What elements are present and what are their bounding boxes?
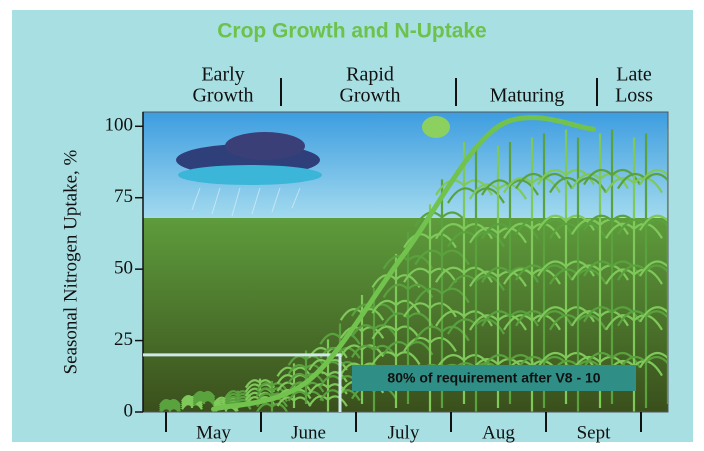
y-axis-label: Seasonal Nitrogen Uptake, % [60, 149, 81, 374]
chart: Crop Growth and N-Uptake Seasonal Nitrog… [0, 0, 704, 451]
stage-label: Early [201, 64, 244, 86]
stage-label: Rapid [346, 64, 394, 86]
annotation: 80% of requirement after V8 - 10 [387, 370, 600, 386]
x-tick-label: July [388, 422, 420, 443]
stage-label: Maturing [490, 85, 564, 107]
stage-label: Loss [615, 85, 653, 107]
y-tick-label: 50 [114, 258, 133, 279]
x-tick-label: May [196, 422, 231, 443]
y-tick-label: 0 [124, 400, 134, 421]
chart-title: Crop Growth and N-Uptake [217, 20, 487, 43]
x-tick-label: Aug [482, 422, 515, 443]
y-tick-label: 75 [114, 186, 133, 207]
leaf-icon [422, 116, 450, 138]
y-tick-label: 25 [114, 329, 133, 350]
x-tick-label: June [291, 422, 326, 443]
stage-label: Growth [192, 85, 253, 107]
stage-label: Growth [339, 85, 400, 107]
page: {"chart_data": {"type": "line", "title":… [0, 0, 704, 451]
x-tick-label: Sept [577, 422, 612, 443]
stage-label: Late [616, 64, 652, 86]
y-tick-label: 100 [105, 115, 134, 136]
